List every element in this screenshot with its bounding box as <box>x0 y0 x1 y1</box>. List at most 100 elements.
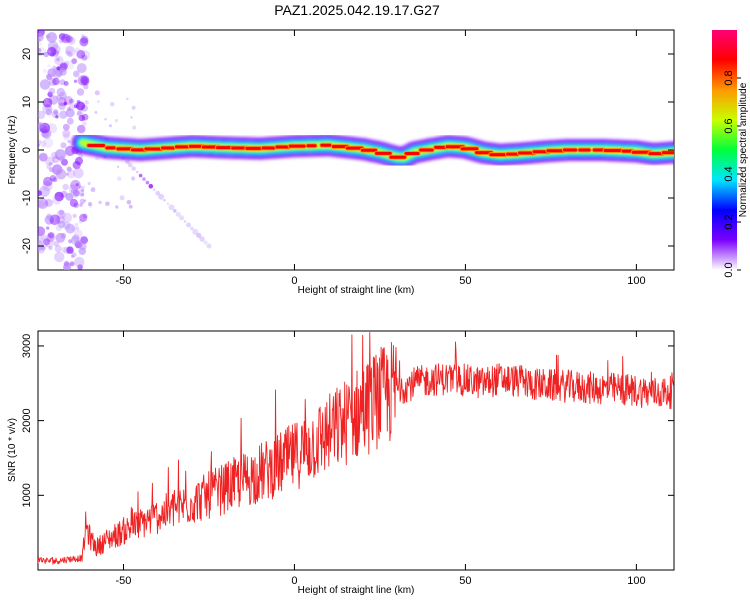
spectrogram-noise-blob <box>54 245 62 253</box>
spectrogram-streak-dot <box>192 228 199 235</box>
spectrogram-noise-blob <box>79 37 89 47</box>
spectrogram-noise-blob <box>76 63 87 74</box>
spectrogram-scatter-dot <box>105 201 110 207</box>
spectrogram-noise-blob <box>59 33 69 42</box>
spectrogram-scatter-dot <box>108 124 112 128</box>
spectrogram-noise-blob <box>72 213 77 218</box>
spectrogram-noise-blob <box>69 198 78 208</box>
spectrogram-noise-blob <box>52 65 57 71</box>
spectrogram-noise-blob <box>47 91 53 98</box>
spectrogram-noise-blob <box>56 87 65 97</box>
spectrogram-noise-blob <box>65 50 71 55</box>
spectrogram-noise-blob <box>47 64 51 68</box>
spectrogram-noise-blob <box>49 175 57 182</box>
spectrogram-noise-blob <box>73 79 78 84</box>
spectrogram-streak-dot <box>136 170 139 174</box>
spectrogram-noise-blob <box>44 238 54 248</box>
spectrogram-streak-dot <box>145 180 150 185</box>
snr-y-tick-label: 3000 <box>21 334 33 358</box>
spectrogram-streak-dot <box>196 232 202 238</box>
spectrogram-noise-blob <box>52 177 58 183</box>
spectrogram-noise-blob <box>48 162 53 166</box>
spectrogram-noise-blob <box>67 139 71 144</box>
spectrogram-noise-blob <box>65 45 74 54</box>
colorbar-ticks: 0.0 0.2 0.4 0.6 0.8 <box>723 70 741 278</box>
spectrogram-noise-blob <box>63 81 69 87</box>
colorbar-tick-label: 0.6 <box>723 118 735 133</box>
spectrogram-noise-blob <box>62 133 70 141</box>
spectrogram-noise-blob <box>80 50 91 60</box>
spectrogram-scatter-dot <box>128 204 133 209</box>
spectrogram-y-ticks: -20 -10 0 10 20 <box>21 48 674 254</box>
spectrogram-noise-blob <box>73 167 84 179</box>
spectrogram-noise-blob <box>43 176 53 187</box>
spectrogram-y-tick-label: 10 <box>21 96 33 108</box>
spectrogram-noise-blob <box>44 215 54 225</box>
colorbar-label: Normalized spectral amplitude <box>738 82 749 217</box>
spectrogram-noise-blob <box>47 68 57 77</box>
spectrogram-noise-blob <box>62 221 71 230</box>
snr-y-tick-label: 1000 <box>21 483 33 507</box>
spectrogram-scatter-dot <box>115 205 119 209</box>
spectrogram-noise-blob <box>78 219 83 224</box>
spectrogram-scatter-dot <box>82 121 87 126</box>
spectrogram-noise-blob <box>48 78 57 86</box>
spectrogram-scatter-dot <box>114 119 119 123</box>
spectrogram-noise-blob <box>47 46 57 57</box>
spectrogram-x-tick-label: 50 <box>459 275 471 287</box>
spectrogram-noise-blob <box>38 122 44 129</box>
spectrogram-noise-blob <box>70 179 81 191</box>
spectrogram-noise-blob <box>81 54 88 61</box>
spectrogram-noise-blob <box>46 164 51 170</box>
snr-content <box>38 332 674 565</box>
spectrogram-noise-blob <box>61 33 71 44</box>
spectrogram-noise-blob <box>66 117 74 125</box>
spectrogram-noise-blob <box>60 232 66 239</box>
spectrogram-noise-blob <box>61 246 68 253</box>
spectrogram-noise-blob <box>58 209 65 216</box>
spectrogram-noise-blob <box>38 139 42 144</box>
spectrogram-noise-blob <box>65 172 69 176</box>
spectrogram-noise-blob <box>38 152 42 160</box>
spectrogram-noise-blob <box>69 98 74 104</box>
spectrogram-noise-blob <box>38 48 42 52</box>
spectrogram-noise-blob <box>73 70 80 78</box>
spectrogram-noise-blob <box>77 75 89 86</box>
spectrogram-streak-dot <box>127 162 133 168</box>
spectrogram-scatter-dot <box>84 100 89 105</box>
spectrogram-noise-blob <box>62 123 70 131</box>
colorbar-tick-label: 0.8 <box>723 70 735 85</box>
spectrogram-y-tick-label: 0 <box>21 147 33 153</box>
colorbar: 0.0 0.2 0.4 0.6 0.8 Normalized spectral ampl… <box>712 30 749 278</box>
spectrogram-noise-blob <box>66 246 74 254</box>
spectrogram-noise-blob <box>38 32 44 42</box>
spectrogram-streak-dot <box>131 166 136 171</box>
colorbar-bar <box>712 30 737 270</box>
spectrogram-noise-blob <box>49 167 54 173</box>
spectrogram-noise-blob <box>70 226 76 232</box>
spectrogram-y-axis-label: Frequency (Hz) <box>7 116 18 185</box>
figure-title: PAZ1.2025.042.19.17.G27 <box>274 2 440 18</box>
spectrogram-noise-blob <box>55 224 63 232</box>
spectrogram-scatter-dot <box>116 165 120 168</box>
spectrogram-noise-blob <box>67 36 76 45</box>
snr-y-axis-label: SNR (10 * v/v) <box>7 418 18 482</box>
spectrogram-noise-blob <box>56 94 62 101</box>
spectrogram-noise-blob <box>72 190 79 196</box>
spectrogram-noise-blob <box>78 203 83 207</box>
spectrogram-noise-blob <box>56 215 65 224</box>
spectrogram-noise-blob <box>80 75 90 85</box>
spectrogram-noise-blob <box>65 35 73 43</box>
spectrogram-scatter-dot <box>131 105 136 110</box>
spectrogram-scatter-dot <box>130 116 133 119</box>
spectrogram-streak-dot <box>138 173 143 178</box>
spectrogram-scatter-dot <box>81 185 85 190</box>
spectrogram-noise-blob <box>44 198 53 207</box>
spectrogram-noise-blob <box>75 226 80 231</box>
spectrogram-noise-blob <box>42 137 54 148</box>
spectrogram-noise-blob <box>65 192 74 201</box>
spectrogram-streak-dot <box>206 243 212 249</box>
spectrogram-noise-blob <box>62 183 69 191</box>
spectrogram-noise-blob <box>74 222 79 227</box>
